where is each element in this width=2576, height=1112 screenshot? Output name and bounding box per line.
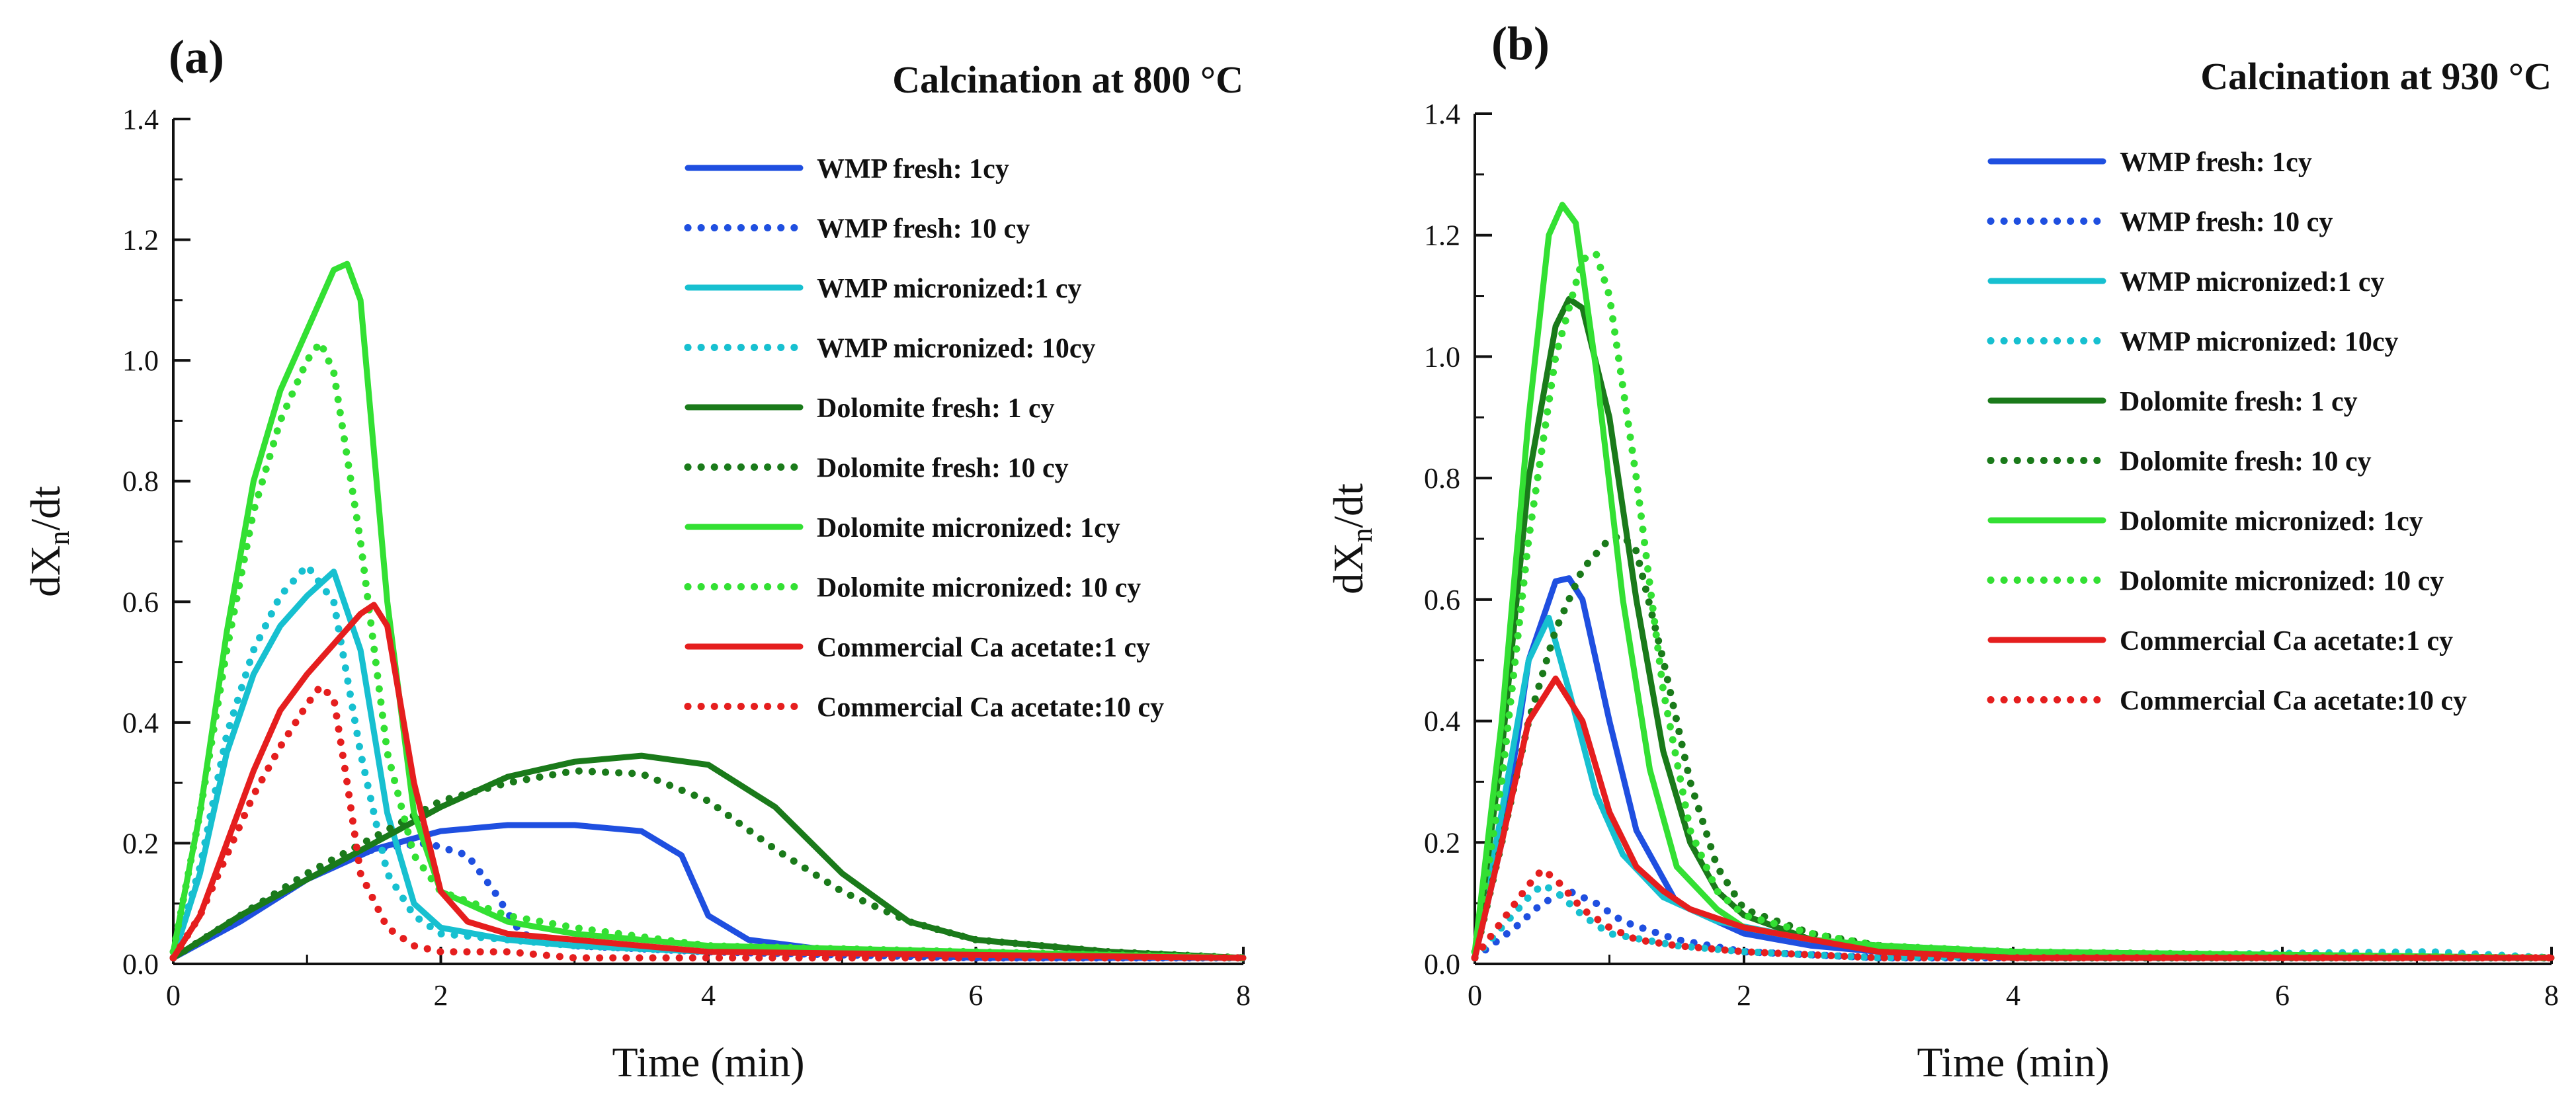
panel-label: (a) <box>169 30 224 83</box>
x-tick-label: 0 <box>166 979 181 1012</box>
legend-entry: WMP micronized:1 cy <box>2120 267 2384 298</box>
y-tick-label: 0.0 <box>1424 948 1460 980</box>
series-line-8 <box>169 338 1247 962</box>
legend-entry: WMP micronized:1 cy <box>817 274 1081 304</box>
y-axis-label: dXn/dt <box>22 486 75 597</box>
legend-entry: Dolomite micronized: 1cy <box>817 513 1120 543</box>
series-line-1 <box>170 822 1247 961</box>
y-tick-label: 0.2 <box>122 827 159 859</box>
y-tick-label: 1.4 <box>122 103 159 136</box>
series-line-10 <box>169 682 1247 962</box>
legend-entry: Dolomite fresh: 10 cy <box>2120 447 2372 477</box>
y-label-subscript: n <box>1346 528 1378 543</box>
series-line-9 <box>170 602 1247 961</box>
y-tick-label: 0.4 <box>122 707 159 739</box>
y-axis-label: dXn/dt <box>1325 483 1378 594</box>
y-tick-label: 0.4 <box>1424 705 1460 738</box>
y-tick-label: 0.0 <box>122 948 159 980</box>
x-tick-label: 8 <box>1236 979 1251 1012</box>
x-axis-label: Time (min) <box>1917 1039 2110 1086</box>
x-tick-label: 4 <box>2006 979 2020 1012</box>
legend-entry: Commercial Ca acetate:10 cy <box>2120 686 2467 717</box>
y-tick-label: 0.8 <box>1424 462 1460 495</box>
y-tick-label: 1.0 <box>1424 340 1460 373</box>
series-line-9 <box>1472 675 2555 961</box>
x-tick-label: 6 <box>2275 979 2290 1012</box>
series-line-7 <box>170 260 1247 961</box>
x-tick-label: 0 <box>1468 979 1482 1012</box>
legend-entry: Dolomite micronized: 10 cy <box>817 573 1141 604</box>
legend-entry: Commercial Ca acetate:10 cy <box>817 693 1164 723</box>
chart-title: Calcination at 930 °C <box>2200 55 2552 98</box>
y-tick-label: 1.4 <box>1424 98 1460 130</box>
x-tick-label: 8 <box>2544 979 2559 1012</box>
legend-entry: Dolomite fresh: 1 cy <box>817 393 1055 424</box>
legend-entry: Dolomite micronized: 10 cy <box>2120 567 2444 597</box>
y-label-tail: /dt <box>22 486 69 531</box>
legend-entry: Dolomite fresh: 1 cy <box>2120 387 2358 417</box>
legend-entry: WMP fresh: 1cy <box>2120 147 2312 178</box>
legend-entry: WMP fresh: 10 cy <box>2120 208 2333 238</box>
series-line-6 <box>1471 532 2555 962</box>
legend-entry: WMP fresh: 1cy <box>817 154 1009 184</box>
x-tick-label: 2 <box>434 979 448 1012</box>
legend-entry: Dolomite micronized: 1cy <box>2120 506 2423 537</box>
panel-b: (b) Calcination at 930 °C 0.0 0.2 0.4 0.6 0.8 1… <box>1325 17 2559 1086</box>
series-line-3 <box>170 569 1247 961</box>
y-label-main: dX <box>22 545 69 597</box>
series-line-8 <box>1471 249 2555 962</box>
legend-entry: Commercial Ca acetate:1 cy <box>2120 626 2453 656</box>
series-line-4 <box>169 562 1247 962</box>
y-tick-label: 1.0 <box>122 344 159 377</box>
y-tick-label: 0.8 <box>122 465 159 498</box>
series-line-10 <box>1471 866 2555 962</box>
legend-entry: WMP fresh: 10 cy <box>817 214 1030 245</box>
legend-entry: Dolomite fresh: 10 cy <box>817 454 1069 484</box>
panel-label: (b) <box>1491 17 1550 70</box>
legend: WMP fresh: 1cy WMP fresh: 10 cy WMP micron… <box>684 154 1164 723</box>
x-tick-label: 6 <box>969 979 983 1012</box>
series-line-6 <box>169 767 1247 962</box>
legend-entry: WMP micronized: 10cy <box>2120 327 2398 358</box>
panel-a: (a) Calcination at 800 °C 0.0 0.2 0.4 0.6 0.8 1… <box>22 30 1251 1086</box>
x-tick-label: 4 <box>701 979 716 1012</box>
plot-area <box>169 260 1247 962</box>
series-line-7 <box>1472 202 2555 961</box>
y-tick-label: 0.2 <box>1424 826 1460 859</box>
legend: WMP fresh: 1cy WMP fresh: 10 cy WMP micron… <box>1987 147 2467 717</box>
y-label-subscript: n <box>43 531 75 545</box>
legend-entry: Commercial Ca acetate:1 cy <box>817 633 1150 663</box>
y-label-tail: /dt <box>1325 483 1372 528</box>
y-tick-label: 0.6 <box>122 586 159 618</box>
y-tick-label: 0.6 <box>1424 584 1460 616</box>
y-tick-label: 1.2 <box>1424 219 1460 252</box>
x-axis-label: Time (min) <box>612 1039 805 1086</box>
series-line-5 <box>170 752 1247 961</box>
plot-area <box>1471 202 2555 962</box>
y-tick-label: 1.2 <box>122 224 159 257</box>
y-label-main: dX <box>1325 543 1372 594</box>
legend-entry: WMP micronized: 10cy <box>817 334 1095 364</box>
chart-title: Calcination at 800 °C <box>892 58 1243 101</box>
x-tick-label: 2 <box>1737 979 1751 1012</box>
